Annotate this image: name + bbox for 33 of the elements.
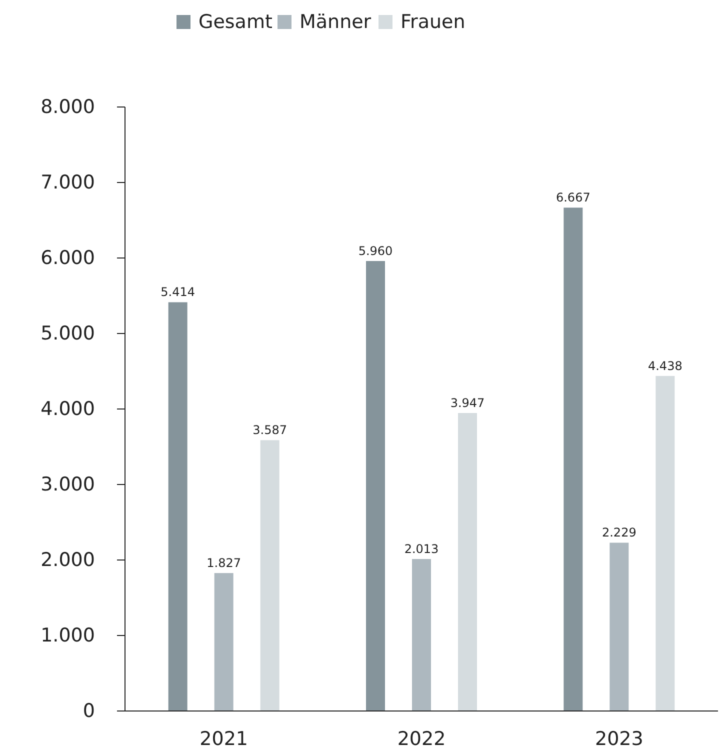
data-label: 2.229: [602, 526, 636, 540]
y-tick-label: 4.000: [40, 398, 95, 420]
bar: [168, 302, 188, 711]
legend-label: Frauen: [400, 11, 466, 33]
bar: [564, 208, 583, 711]
legend-label: Männer: [300, 11, 372, 33]
y-tick-label: 0: [82, 700, 95, 722]
bar: [458, 413, 477, 711]
data-label: 3.587: [252, 423, 288, 438]
data-label: 5.414: [160, 285, 196, 300]
x-tick-label: 2022: [397, 728, 446, 750]
data-label: 6.667: [556, 190, 590, 205]
data-label: 2.013: [404, 542, 439, 556]
bar: [610, 542, 629, 711]
x-tick-label: 2023: [594, 728, 644, 750]
data-label: 1.827: [206, 556, 242, 570]
data-label: 3.947: [450, 396, 485, 410]
y-tick-label: 5.000: [40, 322, 95, 344]
data-label: 4.438: [648, 358, 682, 373]
bar: [260, 440, 280, 711]
y-tick-label: 1.000: [40, 624, 95, 646]
bar: [656, 376, 675, 711]
y-tick-label: 2.000: [40, 549, 95, 571]
data-label: 5.960: [358, 244, 393, 258]
bar: [366, 261, 385, 711]
y-tick-label: 6.000: [40, 247, 95, 269]
y-tick-label: 8.000: [40, 96, 95, 118]
x-tick-label: 2021: [200, 728, 248, 750]
y-tick-label: 3.000: [40, 474, 95, 496]
legend-label: Gesamt: [198, 11, 272, 33]
bar: [214, 573, 234, 711]
bar: [412, 559, 431, 711]
y-tick-label: 7.000: [40, 172, 95, 194]
